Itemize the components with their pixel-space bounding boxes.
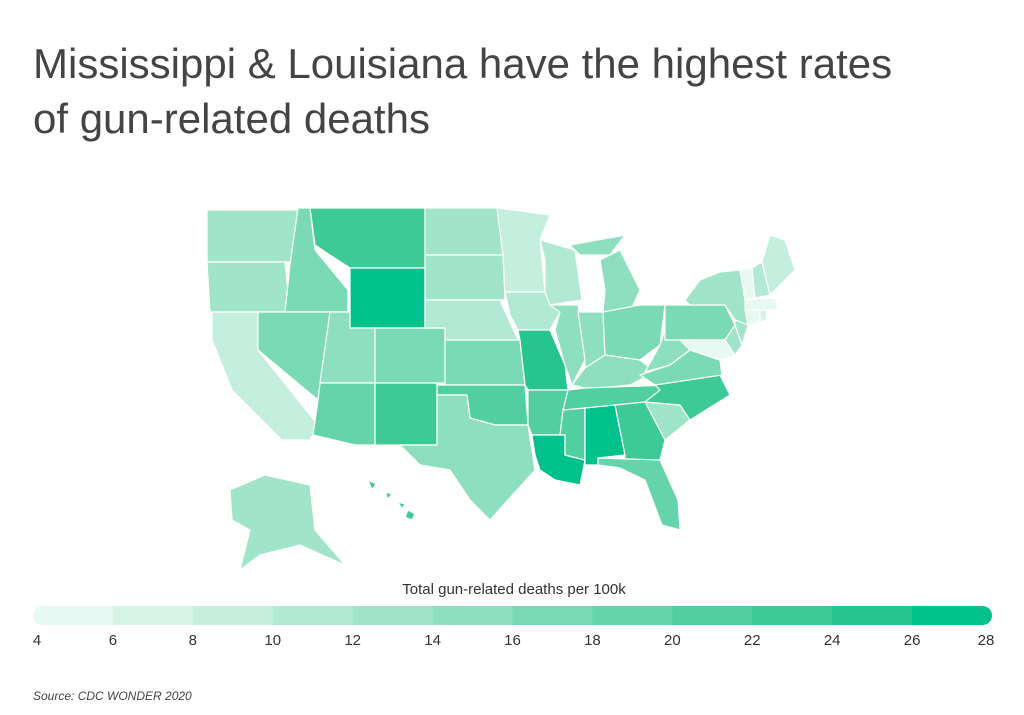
legend-tick-label: 4 [33,632,41,649]
region [444,339,526,386]
region [597,457,681,531]
region [206,261,291,313]
legend-swatch [592,606,673,625]
region [399,394,536,521]
legend-tick-label: 8 [189,632,197,649]
legend-bar [33,606,992,625]
legend-tick-label: 14 [424,632,441,649]
region [424,207,504,256]
legend-swatch [512,606,593,625]
legend-tick-label: 26 [904,632,921,649]
legend-tick-label: 16 [504,632,521,649]
region [424,254,506,301]
region [761,234,796,296]
region [664,304,736,341]
region [679,339,736,361]
source: Source: CDC WONDER 2020 [33,689,192,703]
legend: 4 6 8 10 12 14 16 18 20 22 24 26 28 [33,606,995,649]
region [206,209,299,263]
legend-tick-label: 12 [344,632,361,649]
region [744,309,761,326]
legend-swatch [33,606,114,625]
region [229,474,346,571]
legend-swatch [752,606,833,625]
region [759,309,768,323]
region [312,382,376,446]
legend-tick-label: 24 [824,632,841,649]
legend-swatch [352,606,434,625]
legend-swatch [192,606,274,625]
region [744,297,779,311]
legend-tick-label: 6 [109,632,117,649]
legend-swatch [912,606,992,625]
legend-swatch [272,606,354,625]
title-line: Mississippi & Louisiana have the highest… [33,40,892,87]
legend-title: Total gun-related deaths per 100k [402,581,626,598]
title-line: of gun-related deaths [33,95,430,142]
legend-tick-label: 18 [584,632,601,649]
region [644,374,731,421]
legend-swatch [832,606,913,625]
region [349,267,426,329]
region [374,382,438,446]
legend-swatch [432,606,513,625]
region [734,319,749,346]
legend-swatch [672,606,753,625]
legend-tick-label: 20 [664,632,681,649]
map [206,207,796,571]
region [374,327,446,384]
region [309,207,426,269]
legend-tick-label: 10 [264,632,281,649]
legend-swatch [112,606,194,625]
legend-tick-label: 22 [744,632,761,649]
legend-tick-label: 28 [978,632,995,649]
region [367,479,416,521]
